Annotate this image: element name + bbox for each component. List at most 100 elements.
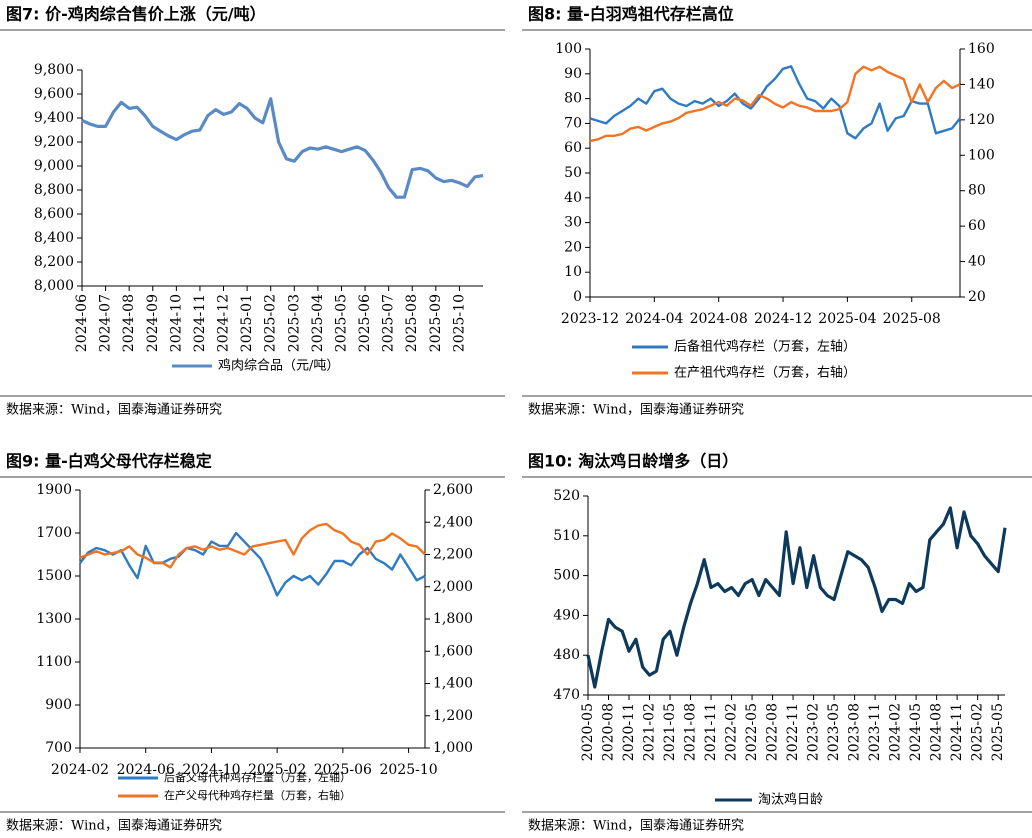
y2-tick-label: 1,200 xyxy=(433,708,473,724)
series-line xyxy=(586,506,1007,689)
x-tick-label: 2024-08 xyxy=(690,311,748,327)
x-tick-label: 2025-05 xyxy=(333,294,349,352)
chart-title: 图8: 量-白羽鸡祖代存栏高位 xyxy=(528,5,734,24)
y-tick-label: 9,200 xyxy=(34,134,74,150)
x-tick-label: 2024-02 xyxy=(51,762,109,778)
legend-label: 淘汰鸡日龄 xyxy=(758,792,823,808)
y2-tick-label: 1,000 xyxy=(433,740,473,756)
x-tick-label: 2025-06 xyxy=(357,294,373,352)
x-tick-label: 2025-02 xyxy=(970,703,986,761)
y-tick-label: 1900 xyxy=(36,482,72,498)
x-tick-label: 2025-09 xyxy=(428,294,444,352)
y2-tick-label: 1,400 xyxy=(433,676,473,692)
y-tick-label: 8,600 xyxy=(34,206,74,222)
x-tick-label: 2024-07 xyxy=(98,294,114,352)
x-tick-label: 2024-11 xyxy=(949,703,965,761)
x-tick-label: 2025-01 xyxy=(239,294,255,352)
x-tick-label: 2021-02 xyxy=(642,703,658,761)
y2-tick-label: 80 xyxy=(968,183,986,199)
x-tick-label: 2025-03 xyxy=(286,294,302,352)
y2-tick-label: 1,600 xyxy=(433,643,473,659)
x-tick-label: 2021-08 xyxy=(683,703,699,761)
y-tick-label: 90 xyxy=(564,66,582,82)
y-tick-label: 10 xyxy=(564,264,582,280)
y2-tick-label: 2,000 xyxy=(433,579,473,595)
series-line xyxy=(589,65,961,140)
y-tick-label: 8,800 xyxy=(34,182,74,198)
x-tick-label: 2024-10 xyxy=(168,294,184,352)
x-tick-label: 2023-12 xyxy=(561,311,619,327)
source-note: 数据来源：Wind，国泰海通证券研究 xyxy=(6,402,222,418)
y-tick-label: 510 xyxy=(553,528,580,544)
x-tick-label: 2022-08 xyxy=(765,703,781,761)
y2-tick-label: 100 xyxy=(968,147,995,163)
y-tick-label: 1500 xyxy=(36,568,72,584)
x-tick-label: 2025-07 xyxy=(381,294,397,352)
y2-tick-label: 1,800 xyxy=(433,611,473,627)
y2-tick-label: 120 xyxy=(968,112,995,128)
x-tick-label: 2025-06 xyxy=(314,762,372,778)
series-line xyxy=(79,531,426,597)
legend-label: 后备父母代种鸡存栏量（万套，左轴） xyxy=(164,770,351,784)
y2-tick-label: 2,400 xyxy=(433,514,473,530)
legend-label: 后备祖代鸡存栏（万套，左轴） xyxy=(674,339,856,355)
x-tick-label: 2020-11 xyxy=(621,703,637,761)
y-tick-label: 80 xyxy=(564,91,582,107)
y-tick-label: 1100 xyxy=(36,654,72,670)
x-tick-label: 2024-12 xyxy=(216,294,232,352)
x-tick-label: 2025-10 xyxy=(451,294,467,352)
y-tick-label: 40 xyxy=(564,190,582,206)
x-tick-label: 2020-08 xyxy=(601,703,617,761)
y-tick-label: 9,400 xyxy=(34,110,74,126)
legend-label: 在产父母代种鸡存栏量（万套，右轴） xyxy=(164,788,351,802)
y-tick-label: 9,000 xyxy=(34,158,74,174)
source-note: 数据来源：Wind，国泰海通证券研究 xyxy=(528,402,744,418)
x-tick-label: 2025-08 xyxy=(404,294,420,352)
x-tick-label: 2024-02 xyxy=(888,703,904,761)
y2-tick-label: 160 xyxy=(968,41,995,57)
x-tick-label: 2025-04 xyxy=(818,311,876,327)
y-tick-label: 1300 xyxy=(36,611,72,627)
x-tick-label: 2025-08 xyxy=(883,311,941,327)
x-tick-label: 2025-10 xyxy=(379,762,437,778)
x-tick-label: 2023-08 xyxy=(847,703,863,761)
y-tick-label: 60 xyxy=(564,140,582,156)
legend-label: 鸡肉综合品（元/吨） xyxy=(218,358,339,374)
y-tick-label: 1700 xyxy=(36,525,72,541)
y-tick-label: 100 xyxy=(555,41,582,57)
x-tick-label: 2024-10 xyxy=(182,762,240,778)
y-tick-label: 470 xyxy=(553,687,580,703)
y-tick-label: 9,600 xyxy=(34,86,74,102)
y-tick-label: 9,800 xyxy=(34,62,74,78)
x-tick-label: 2025-02 xyxy=(263,294,279,352)
x-tick-label: 2024-12 xyxy=(754,311,812,327)
x-tick-label: 2022-11 xyxy=(785,703,801,761)
x-tick-label: 2022-05 xyxy=(744,703,760,761)
y-tick-label: 520 xyxy=(553,488,580,504)
y2-tick-label: 20 xyxy=(968,289,986,305)
x-tick-label: 2023-11 xyxy=(867,703,883,761)
source-note: 数据来源：Wind，国泰海通证券研究 xyxy=(6,818,222,834)
x-tick-label: 2024-09 xyxy=(145,294,161,352)
legend-label: 在产祖代鸡存栏（万套，右轴） xyxy=(674,365,856,381)
y-tick-label: 30 xyxy=(564,215,582,231)
y-tick-label: 8,000 xyxy=(34,278,74,294)
x-tick-label: 2023-05 xyxy=(826,703,842,761)
y2-tick-label: 40 xyxy=(968,254,986,270)
x-tick-label: 2021-05 xyxy=(662,703,678,761)
y-tick-label: 50 xyxy=(564,165,582,181)
y-tick-label: 700 xyxy=(45,740,72,756)
series-line xyxy=(81,97,484,199)
x-tick-label: 2021-11 xyxy=(703,703,719,761)
chart-title: 图10: 淘汰鸡日龄增多（日） xyxy=(528,452,738,471)
series-line xyxy=(79,522,426,569)
x-tick-label: 2023-02 xyxy=(806,703,822,761)
x-tick-label: 2025-05 xyxy=(990,703,1006,761)
y-tick-label: 490 xyxy=(553,607,580,623)
y-tick-label: 0 xyxy=(573,289,582,305)
y-tick-label: 8,200 xyxy=(34,254,74,270)
y-tick-label: 8,400 xyxy=(34,230,74,246)
chart-title: 图7: 价-鸡肉综合售价上涨（元/吨） xyxy=(6,5,266,24)
y2-tick-label: 2,200 xyxy=(433,547,473,563)
